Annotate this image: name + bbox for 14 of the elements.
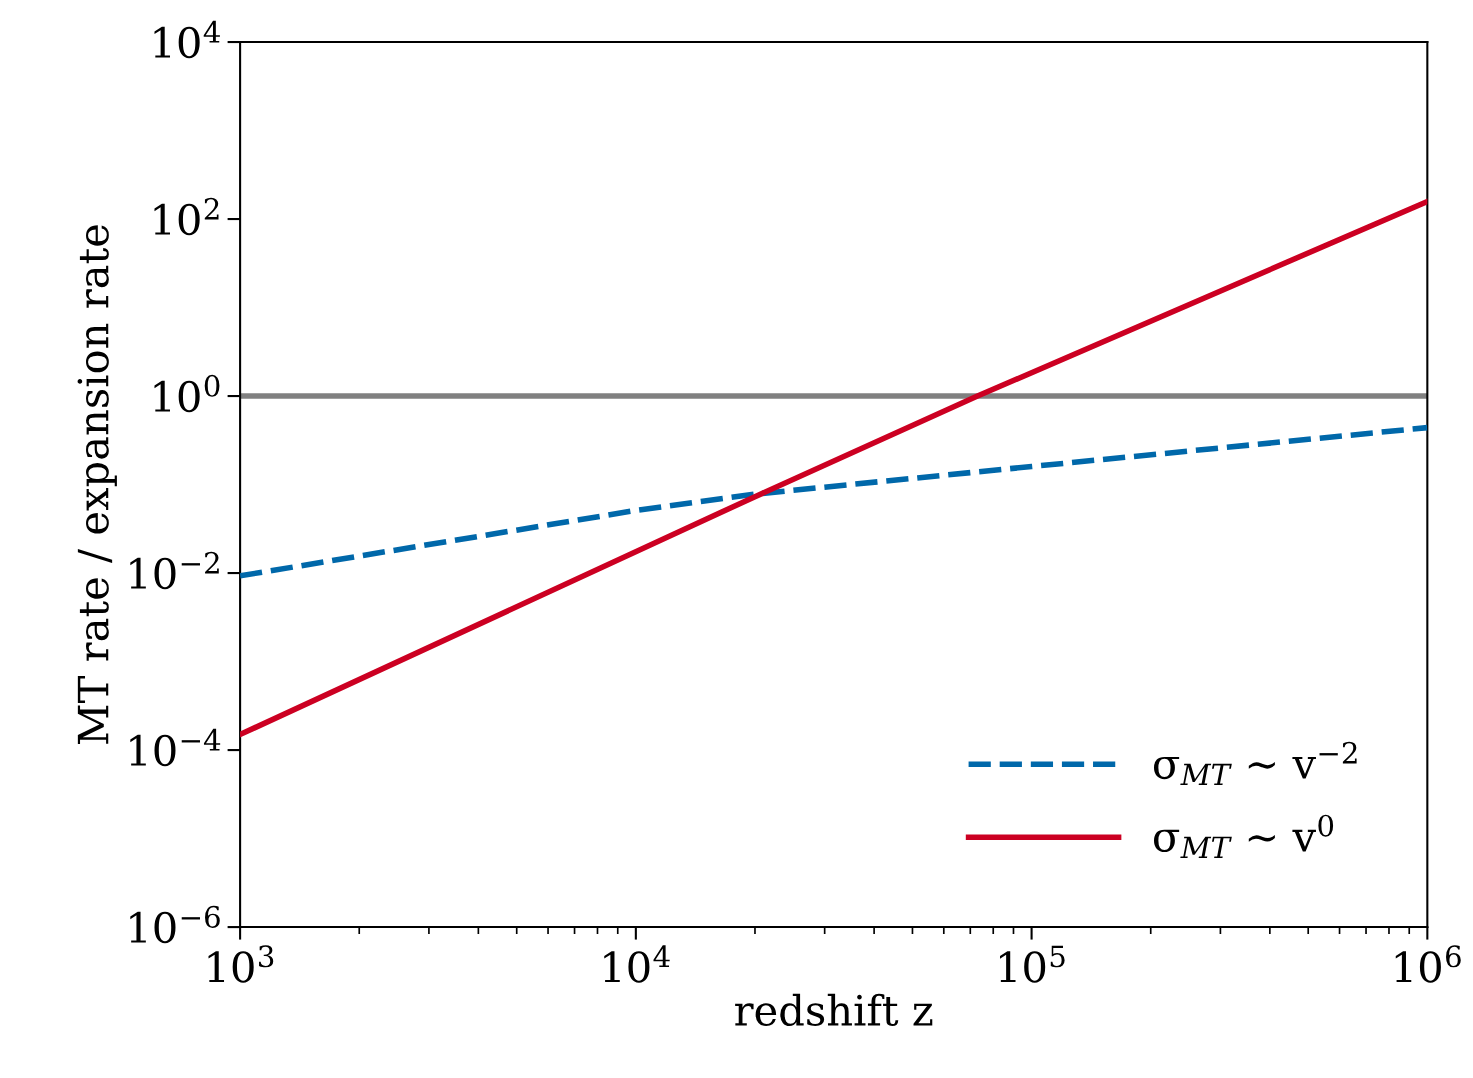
x-tick-label: 10$^{5}$ (1000, 945, 1065, 983)
y-tick-label: 10$^{−4}$ (130, 728, 221, 767)
y-tick-label: 10$^{0}$ (154, 374, 220, 413)
legend-label: σ$_{MT}$ ∼ v$^{−2}$ (1154, 741, 1357, 786)
y-tick-label: 10$^{4}$ (154, 20, 220, 59)
x-axis-title: redshift z (735, 993, 933, 1027)
y-tick-label: 10$^{2}$ (154, 197, 219, 236)
x-tick-label: 10$^{3}$ (208, 945, 274, 983)
x-tick-label: 10$^{6}$ (1395, 945, 1461, 983)
y-tick-label: 10$^{−2}$ (130, 551, 219, 590)
y-tick-label: 10$^{−6}$ (130, 905, 220, 944)
x-tick-label: 10$^{4}$ (604, 945, 670, 983)
y-axis-title: MT rate / expansion rate (77, 225, 117, 744)
legend-label: σ$_{MT}$ ∼ v$^{0}$ (1154, 814, 1334, 858)
